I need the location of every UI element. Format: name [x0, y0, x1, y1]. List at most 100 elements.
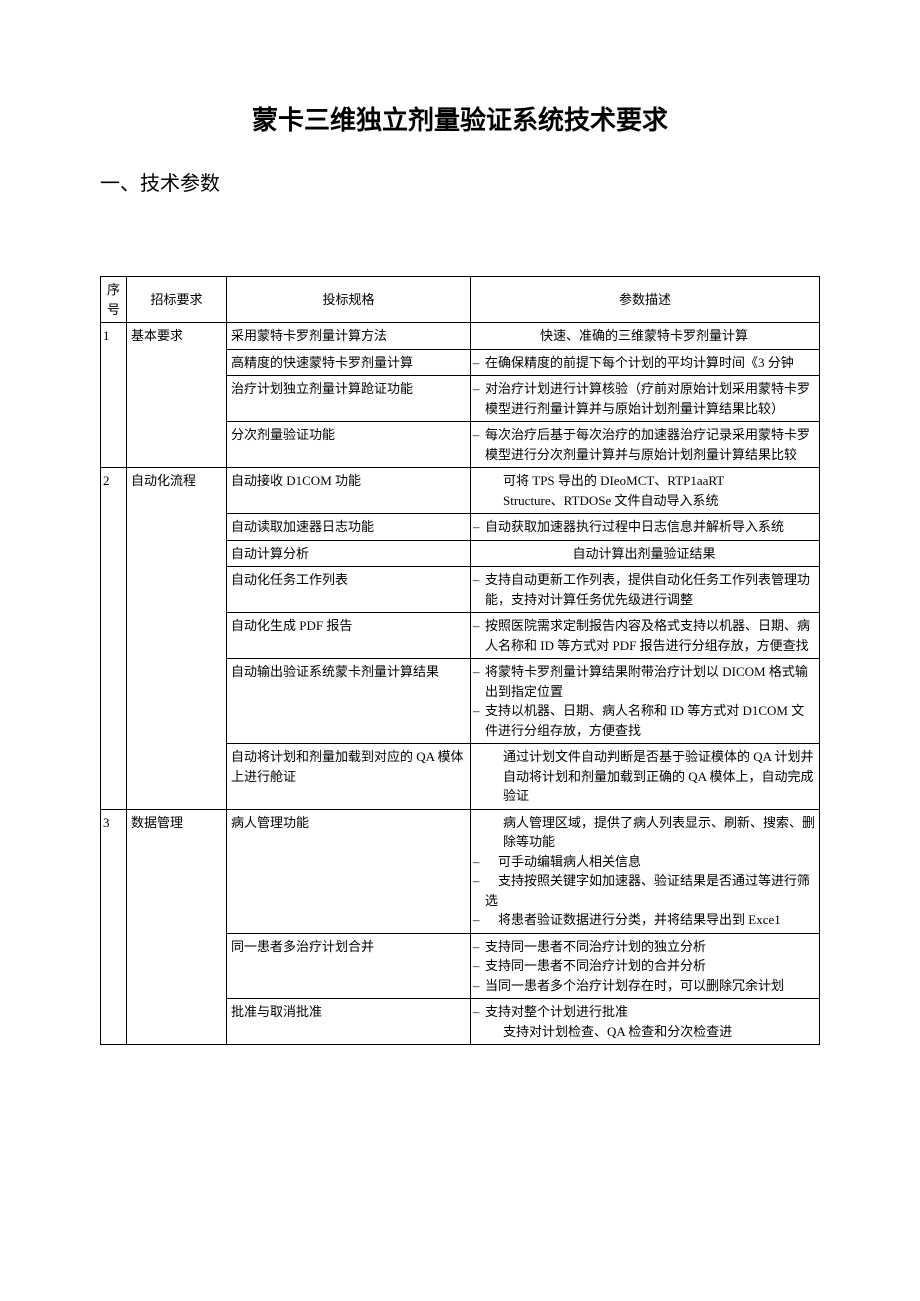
table-row: 1基本要求采用蒙特卡罗剂量计算方法快速、准确的三维蒙特卡罗剂量计算 [101, 323, 820, 350]
desc-line: –支持同一患者不同治疗计划的合并分析 [473, 956, 815, 976]
cell-spec: 自动化生成 PDF 报告 [227, 613, 471, 659]
desc-line: 病人管理区域，提供了病人列表显示、刷新、搜索、删除等功能 [473, 813, 815, 852]
desc-text: 按照医院需求定制报告内容及格式支持以机器、日期、病人名称和 ID 等方式对 PD… [483, 616, 815, 655]
desc-line: –支持以机器、日期、病人名称和 ID 等方式对 D1COM 文件进行分组存放，方… [473, 701, 815, 740]
desc-text: 对治疗计划进行计算核验（疗前对原始计划采用蒙特卡罗模型进行剂量计算并与原始计划剂… [483, 379, 815, 418]
cell-description: –按照医院需求定制报告内容及格式支持以机器、日期、病人名称和 ID 等方式对 P… [471, 613, 820, 659]
dash-icon: – [473, 937, 483, 957]
table-row: 2自动化流程自动接收 D1COM 功能可将 TPS 导出的 DIeoMCT、RT… [101, 468, 820, 514]
cell-spec: 高精度的快速蒙特卡罗剂量计算 [227, 349, 471, 376]
table-body: 1基本要求采用蒙特卡罗剂量计算方法快速、准确的三维蒙特卡罗剂量计算高精度的快速蒙… [101, 323, 820, 1045]
dash-icon: – [473, 976, 483, 996]
cell-spec: 分次剂量验证功能 [227, 422, 471, 468]
cell-spec: 自动接收 D1COM 功能 [227, 468, 471, 514]
desc-text: 自动获取加速器执行过程中日志信息并解析导入系统 [483, 517, 815, 537]
desc-line: – 支持按照关键字如加速器、验证结果是否通过等进行筛选 [473, 871, 815, 910]
dash-icon: – [473, 852, 483, 872]
dash-icon: – [473, 910, 483, 930]
dash-icon: – [473, 425, 483, 445]
desc-line: 快速、准确的三维蒙特卡罗剂量计算 [473, 326, 815, 346]
cell-description: 可将 TPS 导出的 DIeoMCT、RTP1aaRTStructure、RTD… [471, 468, 820, 514]
section-heading: 一、技术参数 [100, 167, 820, 196]
desc-text: 在确保精度的前提下每个计划的平均计算时间《3 分钟 [483, 353, 815, 373]
document-page: 蒙卡三维独立剂量验证系统技术要求 一、技术参数 序号 招标要求 投标规格 参数描… [0, 0, 920, 1301]
cell-seq: 1 [101, 323, 127, 468]
desc-line: Structure、RTDOSe 文件自动导入系统 [473, 491, 815, 511]
col-header-desc: 参数描述 [471, 277, 820, 323]
desc-line: 支持对计划检查、QA 检查和分次检查进 [473, 1022, 815, 1042]
dash-icon: – [473, 701, 483, 721]
cell-description: 快速、准确的三维蒙特卡罗剂量计算 [471, 323, 820, 350]
dash-icon: – [473, 1002, 483, 1022]
dash-icon: – [473, 353, 483, 373]
spec-table: 序号 招标要求 投标规格 参数描述 1基本要求采用蒙特卡罗剂量计算方法快速、准确… [100, 276, 820, 1045]
cell-requirement: 基本要求 [127, 323, 227, 468]
desc-text: 支持同一患者不同治疗计划的独立分析 [483, 937, 815, 957]
cell-seq: 2 [101, 468, 127, 810]
cell-description: –支持自动更新工作列表，提供自动化任务工作列表管理功能，支持对计算任务优先级进行… [471, 567, 820, 613]
desc-text: 支持自动更新工作列表，提供自动化任务工作列表管理功能，支持对计算任务优先级进行调… [483, 570, 815, 609]
desc-text: 每次治疗后基于每次治疗的加速器治疗记录采用蒙特卡罗模型进行分次剂量计算并与原始计… [483, 425, 815, 464]
dash-icon: – [473, 956, 483, 976]
desc-line: –在确保精度的前提下每个计划的平均计算时间《3 分钟 [473, 353, 815, 373]
dash-icon: – [473, 570, 483, 590]
cell-spec: 自动将计划和剂量加载到对应的 QA 模体上进行舱证 [227, 744, 471, 810]
cell-spec: 采用蒙特卡罗剂量计算方法 [227, 323, 471, 350]
cell-description: –支持对整个计划进行批准支持对计划检查、QA 检查和分次检查进 [471, 999, 820, 1045]
cell-spec: 自动读取加速器日志功能 [227, 514, 471, 541]
desc-text: 支持按照关键字如加速器、验证结果是否通过等进行筛选 [483, 871, 815, 910]
cell-spec: 同一患者多治疗计划合并 [227, 933, 471, 999]
desc-text: 将蒙特卡罗剂量计算结果附带治疗计划以 DICOM 格式输出到指定位置 [483, 662, 815, 701]
table-header-row: 序号 招标要求 投标规格 参数描述 [101, 277, 820, 323]
desc-text: 可手动编辑病人相关信息 [483, 852, 815, 872]
desc-line: –对治疗计划进行计算核验（疗前对原始计划采用蒙特卡罗模型进行剂量计算并与原始计划… [473, 379, 815, 418]
cell-requirement: 自动化流程 [127, 468, 227, 810]
dash-icon: – [473, 517, 483, 537]
desc-line: –当同一患者多个治疗计划存在时，可以删除冗余计划 [473, 976, 815, 996]
cell-spec: 自动计算分析 [227, 540, 471, 567]
table-row: 3数据管理病人管理功能病人管理区域，提供了病人列表显示、刷新、搜索、删除等功能–… [101, 809, 820, 933]
desc-line: – 可手动编辑病人相关信息 [473, 852, 815, 872]
desc-line: –按照医院需求定制报告内容及格式支持以机器、日期、病人名称和 ID 等方式对 P… [473, 616, 815, 655]
cell-description: 自动计算出剂量验证结果 [471, 540, 820, 567]
desc-line: –支持对整个计划进行批准 [473, 1002, 815, 1022]
cell-description: 病人管理区域，提供了病人列表显示、刷新、搜索、删除等功能– 可手动编辑病人相关信… [471, 809, 820, 933]
desc-line: –自动获取加速器执行过程中日志信息并解析导入系统 [473, 517, 815, 537]
document-title: 蒙卡三维独立剂量验证系统技术要求 [100, 100, 820, 137]
cell-description: –在确保精度的前提下每个计划的平均计算时间《3 分钟 [471, 349, 820, 376]
cell-requirement: 数据管理 [127, 809, 227, 1045]
col-header-req: 招标要求 [127, 277, 227, 323]
table-head: 序号 招标要求 投标规格 参数描述 [101, 277, 820, 323]
desc-line: –将蒙特卡罗剂量计算结果附带治疗计划以 DICOM 格式输出到指定位置 [473, 662, 815, 701]
cell-description: –对治疗计划进行计算核验（疗前对原始计划采用蒙特卡罗模型进行剂量计算并与原始计划… [471, 376, 820, 422]
desc-line: 可将 TPS 导出的 DIeoMCT、RTP1aaRT [473, 471, 815, 491]
cell-spec: 自动输出验证系统蒙卡剂量计算结果 [227, 659, 471, 744]
desc-text: 将患者验证数据进行分类，并将结果导出到 Exce1 [483, 910, 815, 930]
cell-description: –支持同一患者不同治疗计划的独立分析–支持同一患者不同治疗计划的合并分析–当同一… [471, 933, 820, 999]
desc-text: 支持同一患者不同治疗计划的合并分析 [483, 956, 815, 976]
desc-line: 通过计划文件自动判断是否基于验证模体的 QA 计划并自动将计划和剂量加载到正确的… [473, 747, 815, 806]
dash-icon: – [473, 662, 483, 682]
cell-spec: 治疗计划独立剂量计算跄证功能 [227, 376, 471, 422]
cell-description: 通过计划文件自动判断是否基于验证模体的 QA 计划并自动将计划和剂量加载到正确的… [471, 744, 820, 810]
dash-icon: – [473, 379, 483, 399]
col-header-seq: 序号 [101, 277, 127, 323]
cell-seq: 3 [101, 809, 127, 1045]
cell-description: –将蒙特卡罗剂量计算结果附带治疗计划以 DICOM 格式输出到指定位置–支持以机… [471, 659, 820, 744]
cell-spec: 病人管理功能 [227, 809, 471, 933]
desc-text: 当同一患者多个治疗计划存在时，可以删除冗余计划 [483, 976, 815, 996]
desc-text: 支持以机器、日期、病人名称和 ID 等方式对 D1COM 文件进行分组存放，方便… [483, 701, 815, 740]
cell-spec: 自动化任务工作列表 [227, 567, 471, 613]
dash-icon: – [473, 871, 483, 891]
col-header-spec: 投标规格 [227, 277, 471, 323]
cell-description: –自动获取加速器执行过程中日志信息并解析导入系统 [471, 514, 820, 541]
desc-line: – 将患者验证数据进行分类，并将结果导出到 Exce1 [473, 910, 815, 930]
desc-line: –每次治疗后基于每次治疗的加速器治疗记录采用蒙特卡罗模型进行分次剂量计算并与原始… [473, 425, 815, 464]
cell-spec: 批准与取消批准 [227, 999, 471, 1045]
desc-line: 自动计算出剂量验证结果 [473, 544, 815, 564]
cell-description: –每次治疗后基于每次治疗的加速器治疗记录采用蒙特卡罗模型进行分次剂量计算并与原始… [471, 422, 820, 468]
desc-text: 支持对整个计划进行批准 [483, 1002, 815, 1022]
desc-line: –支持自动更新工作列表，提供自动化任务工作列表管理功能，支持对计算任务优先级进行… [473, 570, 815, 609]
dash-icon: – [473, 616, 483, 636]
desc-line: –支持同一患者不同治疗计划的独立分析 [473, 937, 815, 957]
